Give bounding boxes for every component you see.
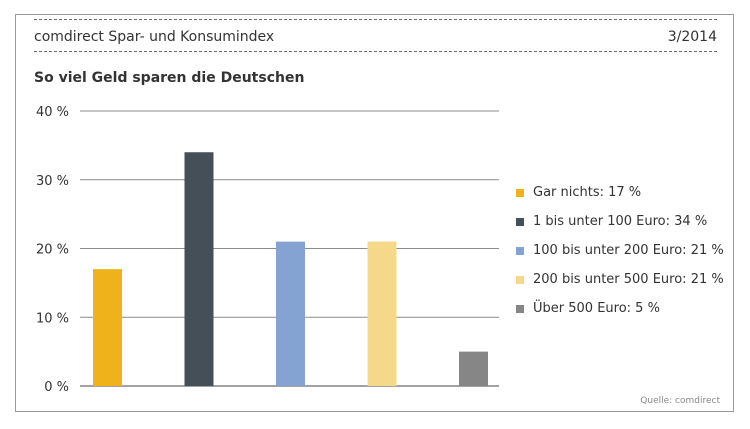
header-title: comdirect Spar- und Konsumindex: [34, 29, 275, 45]
legend-item: 1 bis unter 100 Euro: 34 %: [516, 207, 724, 236]
y-tick-label: 0 %: [44, 380, 69, 395]
bar: [93, 269, 122, 386]
legend-item: Gar nichts: 17 %: [516, 178, 724, 207]
header-bottom-rule: [34, 51, 717, 52]
chart-legend: Gar nichts: 17 % 1 bis unter 100 Euro: 34…: [516, 178, 724, 323]
y-tick-label: 20 %: [36, 243, 69, 258]
legend-label: 100 bis unter 200 Euro: 21 %: [533, 243, 724, 258]
legend-label: Über 500 Euro: 5 %: [533, 301, 660, 316]
legend-item: Über 500 Euro: 5 %: [516, 294, 724, 323]
y-tick-label: 30 %: [36, 174, 69, 189]
legend-swatch: [516, 188, 524, 197]
legend-label: 1 bis unter 100 Euro: 34 %: [533, 214, 708, 229]
source-note: Quelle: comdirect: [640, 396, 720, 406]
y-tick-label: 10 %: [36, 311, 69, 326]
legend-swatch: [516, 217, 524, 226]
legend-item: 100 bis unter 200 Euro: 21 %: [516, 236, 724, 265]
bar: [276, 241, 305, 386]
legend-item: 200 bis unter 500 Euro: 21 %: [516, 265, 724, 294]
bar: [367, 241, 397, 386]
legend-label: 200 bis unter 500 Euro: 21 %: [533, 272, 724, 287]
legend-swatch: [516, 304, 524, 313]
legend-swatch: [516, 275, 524, 284]
header-top-rule: [34, 19, 717, 20]
chart-title: So viel Geld sparen die Deutschen: [34, 70, 305, 86]
legend-label: Gar nichts: 17 %: [533, 185, 642, 200]
bar: [184, 152, 214, 386]
y-tick-label: 40 %: [36, 105, 69, 120]
header-date: 3/2014: [667, 29, 717, 45]
chart-frame: [15, 14, 734, 412]
legend-swatch: [516, 246, 524, 255]
bar: [459, 351, 488, 386]
